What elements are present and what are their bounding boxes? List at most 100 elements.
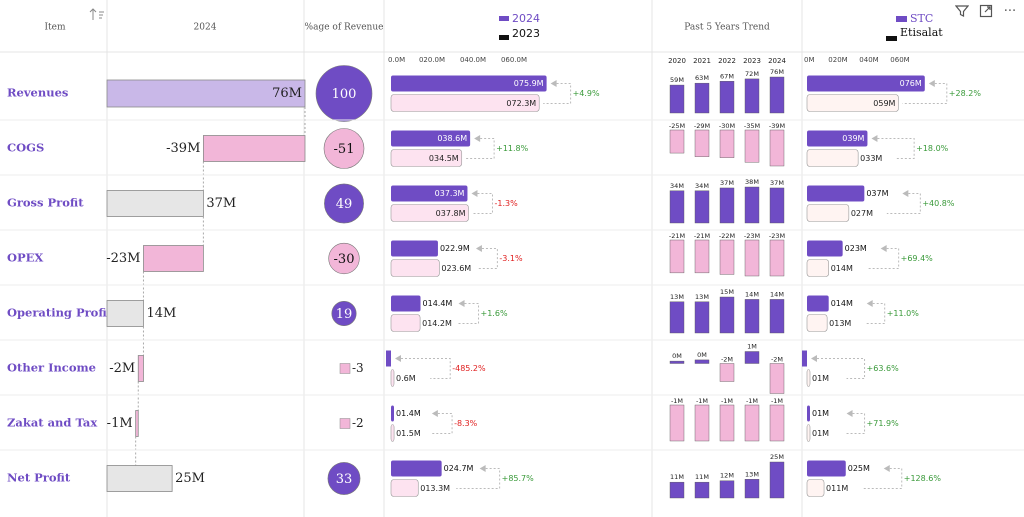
trend-value-label: 25M — [770, 453, 784, 461]
series1-bar — [391, 460, 442, 477]
pct-value-label: -3 — [352, 361, 364, 375]
waterfall-value-label: -23M — [106, 251, 140, 266]
trend-value-label: -35M — [744, 122, 760, 130]
trend-value-label: 14M — [770, 290, 784, 298]
filter-icon[interactable] — [954, 4, 970, 20]
row-item-label: Operating Profit — [7, 306, 113, 320]
series1-bar — [807, 405, 810, 422]
trend-bar — [769, 363, 785, 394]
row-item-label: COGS — [7, 141, 44, 155]
series2-value-label: 034.5M — [429, 154, 459, 163]
series2-bar — [806, 369, 811, 387]
series2-bar — [390, 204, 469, 222]
series1-value-label: 025M — [848, 464, 870, 473]
header-trend: Past 5 Years Trend — [684, 23, 770, 33]
sort-icon-arrow — [89, 8, 97, 20]
pct-value-label: 33 — [336, 472, 353, 487]
pct-marker — [339, 363, 351, 374]
more-options-icon[interactable]: ··· — [1003, 4, 1017, 19]
trend-value-label: -2M — [771, 356, 783, 364]
pct-circle — [324, 183, 364, 224]
series1-bar — [391, 75, 547, 92]
trend-value-label: -1M — [696, 397, 708, 405]
trend-bar — [744, 78, 760, 114]
trend-value-label: 13M — [745, 470, 759, 478]
axis-tick-label: 040M — [859, 56, 878, 64]
trend-value-label: 34M — [670, 182, 684, 190]
trend-bar — [744, 239, 760, 277]
series1-value-label: 01.4M — [396, 409, 421, 418]
change-arrow — [471, 190, 478, 197]
series2-bar — [806, 149, 859, 167]
change-bracket — [902, 83, 948, 104]
series2-bar — [806, 204, 850, 222]
waterfall-bar — [202, 135, 306, 162]
pct-value-label: -2 — [352, 416, 364, 430]
trend-value-label: 37M — [770, 179, 784, 187]
waterfall-bar — [137, 355, 144, 382]
row-item-label: Net Profit — [7, 471, 71, 485]
waterfall-bar — [106, 79, 306, 108]
row-item-label: Other Income — [7, 361, 96, 375]
pct-circle — [331, 300, 357, 327]
waterfall-bar — [106, 190, 204, 217]
waterfall-bar — [106, 300, 144, 327]
visual-toolbar: ··· — [954, 4, 1018, 20]
trend-bar — [669, 481, 685, 499]
trend-bar — [719, 480, 735, 499]
change-arrow — [395, 355, 401, 362]
trend-value-label: 12M — [720, 472, 734, 480]
series2-value-label: 014.2M — [422, 319, 452, 328]
trend-bar — [744, 351, 760, 364]
change-bracket — [401, 358, 451, 379]
axis-tick-label: 060M — [890, 56, 909, 64]
change-arrow — [928, 80, 935, 87]
change-arrow — [811, 355, 817, 362]
trend-value-label: 13M — [695, 293, 709, 301]
trend-bar — [769, 299, 785, 334]
legend-2024-label: 2024 — [512, 12, 540, 25]
trend-bar — [694, 190, 710, 224]
trend-bar — [744, 404, 760, 442]
trend-bar — [719, 81, 735, 114]
trend-bar — [744, 186, 760, 224]
trend-year-label: 2022 — [718, 57, 736, 65]
pct-circle — [323, 128, 365, 169]
trend-bar — [694, 239, 710, 274]
waterfall-value-label: -39M — [166, 141, 200, 156]
trend-value-label: 11M — [670, 473, 684, 481]
trend-bar — [769, 404, 785, 442]
series2-value-label: 0.6M — [396, 374, 416, 383]
series2-bar — [390, 424, 395, 442]
trend-value-label: -25M — [669, 122, 685, 130]
series1-value-label: 022.9M — [440, 244, 470, 253]
trend-value-label: 0M — [672, 352, 682, 360]
change-arrow — [431, 410, 438, 417]
change-bracket — [543, 83, 572, 104]
change-bracket — [472, 193, 493, 214]
change-label: +63.6% — [867, 364, 900, 373]
trend-bar — [769, 129, 785, 167]
change-label: +11.0% — [887, 309, 920, 318]
series1-bar — [802, 350, 807, 367]
trend-value-label: -39M — [769, 122, 785, 130]
series1-bar — [807, 295, 829, 312]
change-label: +28.2% — [949, 89, 982, 98]
trend-bar — [694, 359, 710, 364]
focus-mode-icon[interactable] — [978, 4, 994, 20]
change-arrow — [474, 135, 481, 142]
trend-bar — [694, 82, 710, 114]
trend-bar — [769, 187, 785, 224]
pct-circle — [327, 462, 361, 495]
waterfall-value-label: 25M — [175, 471, 205, 486]
legend-2023-label: 2023 — [512, 27, 540, 40]
series1-value-label: 037.3M — [435, 189, 465, 198]
trend-value-label: 67M — [720, 72, 734, 80]
series2-value-label: 01M — [812, 374, 829, 383]
series1-bar — [807, 460, 846, 477]
change-label: +71.9% — [867, 419, 900, 428]
change-arrow — [458, 300, 465, 307]
series2-bar — [390, 259, 440, 277]
series1-value-label: 039M — [842, 134, 864, 143]
change-label: -1.3% — [494, 199, 518, 208]
